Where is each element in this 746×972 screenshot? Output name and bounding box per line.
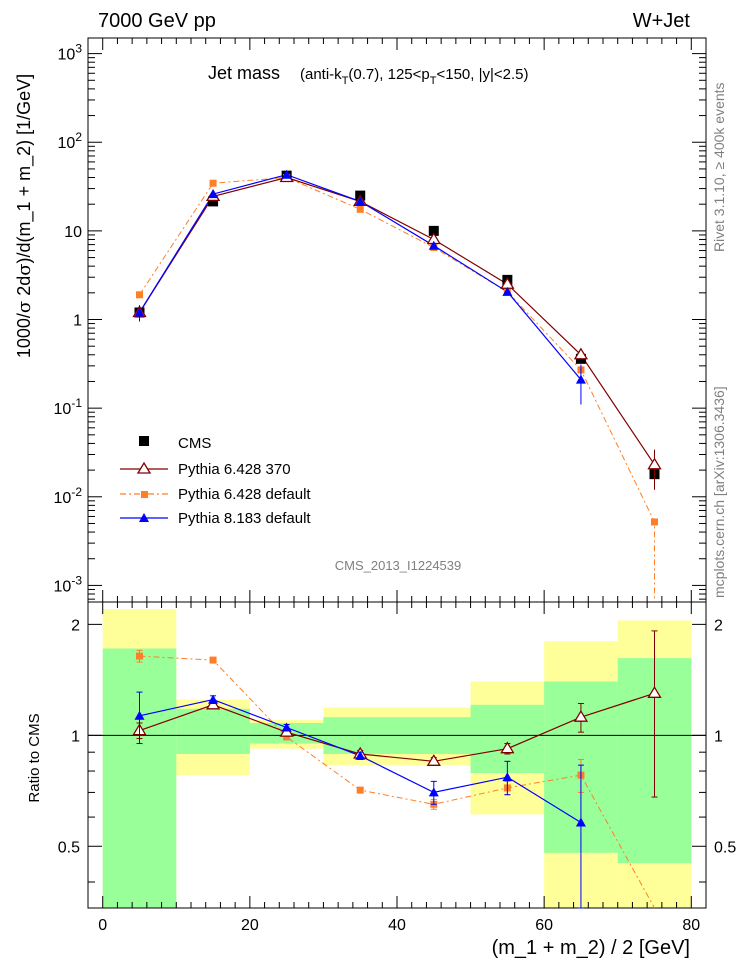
ratio-py8-point — [575, 817, 586, 827]
y-tick-label: 103 — [58, 42, 83, 64]
ratio-line-py6-default — [139, 655, 655, 909]
py8-point — [281, 169, 292, 179]
plot-title: Jet mass — [208, 63, 280, 83]
cms-data-point — [208, 196, 219, 207]
y-tick-label: 102 — [58, 130, 83, 152]
x-tick-label: 80 — [682, 917, 700, 934]
main-plot-area — [132, 169, 662, 602]
x-tick-label: 60 — [535, 917, 553, 934]
ratio-plot-area — [132, 630, 662, 909]
y-axis-label: 1000/σ 2dσ)/d(m_1 + m_2) [1/GeV] — [14, 74, 35, 358]
ratio-y-tick-label-right: 1 — [714, 728, 723, 745]
ratio-py8-point — [502, 772, 513, 782]
ratio-py6-default-point — [283, 733, 291, 741]
ratio-y-tick-label: 1 — [71, 728, 80, 745]
ratio-py6-370-point — [573, 709, 589, 722]
y-tick-label: 10-2 — [54, 485, 83, 507]
ratio-py6-370-point — [426, 754, 441, 766]
ratio-py6-default-point — [136, 652, 143, 660]
py8-point — [134, 307, 145, 317]
series-line-py6-default — [139, 176, 655, 602]
x-tick-label: 20 — [241, 917, 259, 934]
legend-marker-py8-default — [139, 513, 149, 522]
uncertainty-band-inner — [102, 648, 177, 908]
plot-subtitle: (anti-kT(0.7), 125<pT<150, |y|<2.5) — [300, 66, 529, 87]
y-tick-label: 1 — [73, 313, 82, 330]
py6-default-point — [209, 179, 217, 187]
ratio-py8-point — [281, 722, 292, 732]
legend-label-py6-370: Pythia 6.428 370 — [178, 461, 291, 478]
ratio-y-tick-label: 2 — [71, 617, 80, 634]
ratio-py6-default-point — [356, 786, 364, 794]
py6-default-point — [651, 518, 658, 526]
ratio-py6-370-point — [500, 741, 515, 754]
py8-point — [575, 374, 586, 384]
mcplots-label: mcplots.cern.ch [arXiv:1306.3436] — [711, 386, 727, 598]
y-tick-label: 10 — [64, 224, 82, 241]
py8-point — [355, 196, 366, 206]
ratio-panel: 0 20 40 60 80 0.5 0.5 1 1 2 2 — [58, 601, 736, 934]
y-tick-label: 10-1 — [54, 396, 83, 418]
ratio-y-tick-label-right: 2 — [714, 617, 723, 634]
cms-data-point — [428, 225, 439, 236]
header-right: W+Jet — [633, 10, 691, 32]
ratio-y-axis-label: Ratio to CMS — [26, 713, 43, 802]
legend-marker-py6-370 — [136, 461, 152, 474]
ratio-py6-default-point — [209, 656, 217, 664]
ratio-py8-point — [428, 787, 439, 797]
x-tick-label: 40 — [388, 917, 406, 934]
legend-marker-cms — [139, 436, 149, 446]
py6-default-point — [136, 291, 143, 299]
py6-370-point — [573, 347, 589, 360]
ratio-py6-370-point — [647, 686, 662, 698]
ratio-py8-point — [134, 710, 145, 720]
py8-point — [502, 286, 513, 296]
uncertainty-band-inner — [176, 708, 250, 754]
analysis-id-label: CMS_2013_I1224539 — [335, 558, 462, 573]
py8-point — [428, 240, 439, 250]
header-left: 7000 GeV pp — [98, 10, 216, 32]
ratio-line-py6-370 — [139, 692, 655, 762]
x-tick-label: 0 — [98, 917, 107, 934]
legend-label-cms: CMS — [178, 435, 211, 452]
py8-point — [208, 189, 219, 199]
rivet-version-label: Rivet 3.1.10, ≥ 400k events — [711, 82, 727, 252]
legend-marker-py6-default — [141, 491, 148, 498]
py6-370-point — [647, 457, 662, 470]
y-tick-label: 10-3 — [54, 573, 83, 595]
x-axis-label: (m_1 + m_2) / 2 [GeV] — [492, 937, 690, 959]
series-line-py6-370 — [138, 176, 655, 466]
ratio-y-tick-label: 0.5 — [58, 839, 80, 856]
ratio-py8-point — [208, 694, 219, 704]
ratio-py8-point — [355, 750, 366, 760]
legend: CMS Pythia 6.428 370 Pythia 6.428 defaul… — [120, 435, 311, 527]
legend-label-py8-default: Pythia 8.183 default — [178, 510, 311, 527]
py6-default-point — [356, 205, 364, 213]
ratio-y-tick-label-right: 0.5 — [714, 839, 736, 856]
legend-label-py6-default: Pythia 6.428 default — [178, 486, 311, 503]
